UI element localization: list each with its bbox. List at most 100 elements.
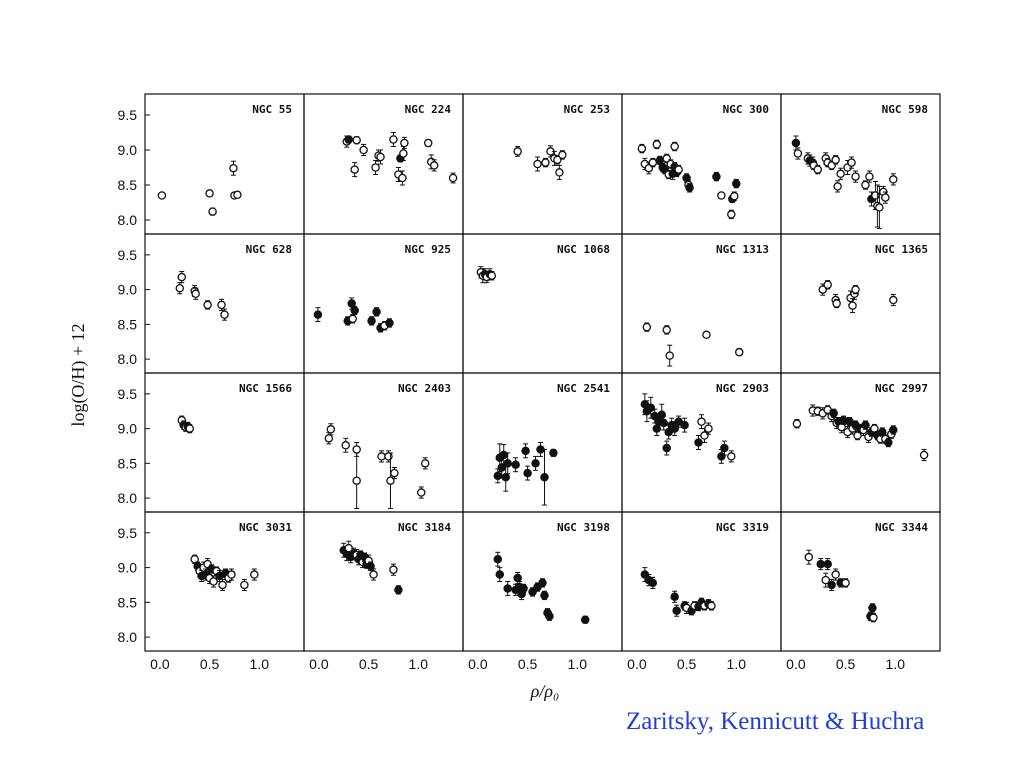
data-point-open: [662, 325, 671, 335]
y-tick-label: 8.0: [118, 629, 138, 645]
data-point-filled: [519, 584, 528, 593]
y-tick-label: 9.5: [118, 386, 138, 402]
data-point-open: [875, 203, 884, 212]
x-tick-label: 0.5: [677, 656, 697, 672]
data-point-open: [384, 452, 393, 461]
data-point-open: [637, 144, 647, 153]
data-point-filled: [344, 135, 353, 144]
data-point-open: [350, 165, 359, 174]
panel: NGC 598: [780, 93, 941, 235]
data-point-open: [352, 135, 361, 145]
y-tick-label: 9.5: [118, 247, 138, 263]
data-point-filled: [680, 420, 689, 430]
data-point-filled: [372, 307, 381, 317]
data-point-open: [869, 613, 878, 622]
data-point-filled: [823, 559, 832, 569]
data-point-open: [390, 468, 399, 478]
data-point-filled: [540, 591, 549, 600]
panel-name: NGC 55: [252, 103, 292, 116]
y-tick-label: 8.5: [118, 177, 138, 193]
data-point-filled: [513, 573, 522, 583]
y-tick-label: 9.0: [118, 421, 138, 437]
data-point-filled: [672, 606, 681, 615]
panel-name: NGC 1566: [239, 382, 292, 395]
data-point-filled: [501, 472, 510, 482]
data-point-open: [240, 580, 249, 590]
panel-name: NGC 2997: [875, 382, 928, 395]
panel-name: NGC 1313: [716, 243, 769, 256]
data-point-filled: [712, 172, 721, 181]
data-point-open: [417, 488, 426, 497]
panel-name: NGC 3031: [239, 521, 292, 534]
y-tick-label: 9.0: [118, 560, 138, 576]
panel: NGC 2997: [780, 372, 941, 513]
data-point-open: [642, 322, 652, 332]
panel: NGC 2403: [303, 372, 464, 513]
data-point-open: [841, 578, 850, 588]
data-point-filled: [732, 179, 741, 188]
x-tick-label: 0.0: [786, 656, 806, 672]
data-point-open: [832, 299, 841, 308]
data-point-filled: [521, 446, 530, 456]
data-point-open: [376, 152, 385, 162]
data-point-filled: [791, 138, 801, 148]
data-point-open: [429, 161, 439, 170]
data-point-open: [227, 570, 236, 579]
data-point-filled: [394, 585, 403, 595]
data-point-open: [359, 145, 368, 155]
data-point-open: [389, 565, 398, 574]
data-point-open: [541, 158, 550, 167]
panel: NGC 628: [144, 233, 305, 374]
data-point-open: [175, 283, 185, 293]
data-point-open: [250, 570, 259, 579]
panel: NGC 3319: [621, 511, 782, 652]
x-tick-label: 1.0: [568, 656, 588, 672]
panel-name: NGC 2541: [557, 382, 610, 395]
data-point-filled: [511, 460, 520, 469]
data-point-filled: [827, 580, 836, 590]
data-point-filled: [540, 472, 549, 482]
data-point-filled: [385, 318, 394, 328]
data-point-open: [324, 434, 334, 443]
y-axis-label: log(O/H) + 12: [68, 323, 89, 426]
data-point-open: [735, 347, 744, 357]
data-point-filled: [503, 459, 512, 468]
data-point-open: [727, 210, 736, 219]
x-axis-label: ρ/ρ₀: [530, 681, 560, 701]
data-point-open: [727, 452, 736, 461]
y-tick-label: 8.5: [118, 455, 138, 471]
data-point-open: [707, 601, 716, 611]
data-point-open: [702, 330, 711, 340]
data-point-open: [371, 163, 380, 172]
data-point-filled: [493, 555, 503, 564]
panel: NGC 253: [462, 93, 623, 235]
y-tick-label: 9.5: [118, 107, 138, 123]
data-point-filled: [538, 578, 547, 588]
data-point-open: [833, 182, 842, 191]
data-point-open: [448, 173, 458, 183]
data-point-filled: [531, 459, 540, 468]
data-point-open: [553, 155, 562, 165]
data-point-open: [208, 207, 217, 216]
panel: NGC 1068: [462, 233, 623, 374]
x-tick-label: 1.0: [886, 656, 906, 672]
x-tick-label: 0.0: [627, 656, 647, 672]
data-point-open: [203, 300, 212, 310]
data-point-open: [717, 191, 726, 200]
data-point-open: [870, 424, 879, 433]
data-point-open: [423, 138, 433, 148]
panel: NGC 2903: [621, 372, 782, 513]
panel-name: NGC 598: [882, 103, 928, 116]
y-tick-label: 8.0: [118, 212, 138, 228]
data-point-open: [821, 575, 830, 585]
data-point-filled: [670, 424, 679, 433]
data-point-open: [648, 158, 658, 167]
data-point-open: [190, 555, 199, 564]
data-point-open: [730, 191, 739, 201]
x-tick-label: 1.0: [409, 656, 429, 672]
data-point-filled: [313, 310, 323, 319]
data-point-filled: [816, 559, 826, 569]
data-point-filled: [580, 615, 590, 624]
data-point-open: [369, 570, 378, 579]
data-point-filled: [549, 448, 558, 458]
